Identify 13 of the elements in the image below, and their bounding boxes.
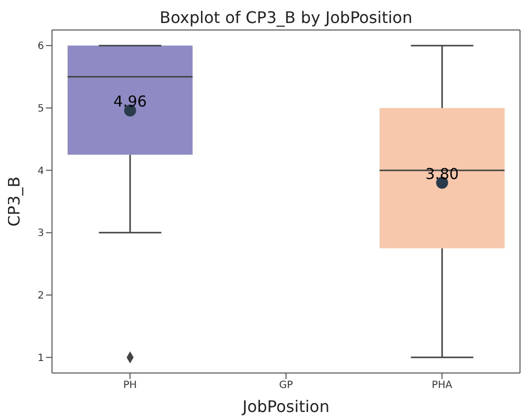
x-tick-label: PHA <box>432 380 452 392</box>
x-axis-title: JobPosition <box>242 397 330 416</box>
x-tick-label: PH <box>123 380 137 392</box>
y-tick-label: 2 <box>38 290 44 302</box>
y-tick-label: 5 <box>38 104 44 115</box>
y-tick-label: 1 <box>38 352 44 364</box>
y-tick-label: 4 <box>38 166 44 177</box>
y-tick-label: 3 <box>38 228 44 240</box>
chart-title: Boxplot of CP3_B by JobPosition <box>158 8 414 27</box>
y-axis-title: CP3_B <box>4 176 24 226</box>
annotation: 4.96 <box>113 92 147 110</box>
x-tick-label: GP <box>279 380 293 392</box>
y-tick-label: 6 <box>38 41 44 52</box>
